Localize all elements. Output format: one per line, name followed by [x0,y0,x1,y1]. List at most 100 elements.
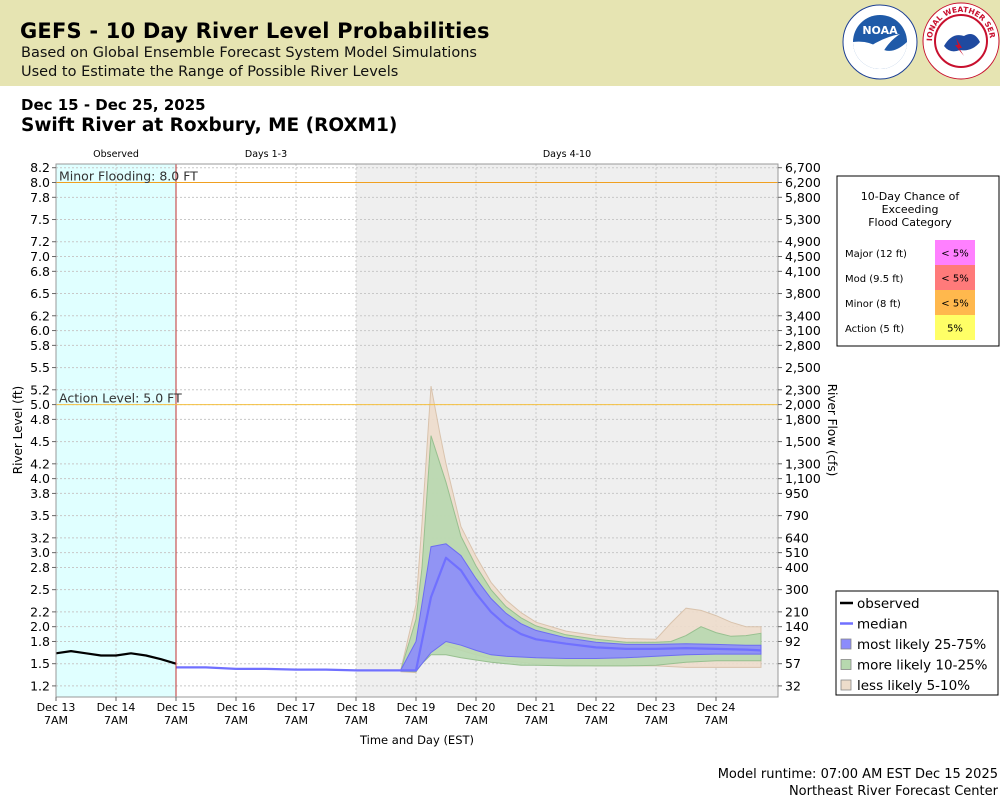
x-tick-day: Dec 23 [637,701,676,714]
flood-category-label: Action (5 ft) [845,324,904,335]
left-tick-label: 5.0 [30,397,50,412]
median-line [176,556,762,672]
left-tick-label: 2.8 [30,560,50,575]
left-tick-label: 6.8 [30,264,50,279]
legend-label: median [857,617,908,633]
legend-label: less likely 5-10% [857,678,970,694]
flood-chance-cell [935,290,975,315]
x-tick-time: 7AM [404,714,428,727]
x-tick-time: 7AM [524,714,548,727]
right-tick-label: 57 [785,656,801,671]
left-tick-label: 6.2 [30,308,50,323]
legend-swatch-box [840,659,852,670]
y-axis-title: River Level (ft) [11,386,25,474]
model-runtime: Model runtime: 07:00 AM EST Dec 15 2025 [717,767,998,782]
legend-label: most likely 25-75% [857,637,986,653]
left-tick-label: 6.0 [30,323,50,338]
header-banner: GEFS - 10 Day River Level Probabilities … [0,0,1000,86]
left-tick-label: 2.0 [30,619,50,634]
right-tick-label: 1,500 [785,434,821,449]
right-tick-label: 3,400 [785,308,821,323]
left-tick-label: 7.5 [30,212,50,227]
x-tick-time: 7AM [104,714,128,727]
right-tick-label: 6,700 [785,160,821,175]
legend: observed median most likely 25-75% more lik… [835,590,999,696]
left-tick-label: 1.5 [30,656,50,671]
x-tick-time: 7AM [224,714,248,727]
left-tick-label: 7.0 [30,249,50,264]
left-tick-label: 8.2 [30,160,50,175]
nws-logo: NATIONAL WEATHER SERVICE [922,2,1000,80]
right-tick-label: 1,800 [785,412,821,427]
right-tick-label: 2,500 [785,360,821,375]
legend-swatch-box [840,679,852,691]
right-tick-label: 3,100 [785,323,821,338]
right-tick-label: 1,300 [785,456,821,471]
x-tick-time: 7AM [644,714,668,727]
right-tick-label: 210 [785,604,809,619]
left-tick-label: 8.0 [30,175,50,190]
flood-category-label: Major (12 ft) [845,249,907,260]
threshold-lines: Minor Flooding: 8.0 FT Action Level: 5.0 … [56,164,778,697]
x-tick-time: 7AM [704,714,728,727]
flood-chance-value: < 5% [941,299,968,310]
plot-frame [55,163,779,698]
date-range: Dec 15 - Dec 25, 2025 [21,96,206,114]
noaa-logo-text: NOAA [862,24,898,37]
left-tick-label: 4.2 [30,456,50,471]
x-tick-day: Dec 17 [277,701,316,714]
legend-label: observed [857,596,920,612]
right-tick-label: 32 [785,678,801,693]
left-tick-label: 4.5 [30,434,50,449]
x-tick-day: Dec 24 [697,701,736,714]
right-tick-label: 3,800 [785,286,821,301]
plot-border [55,163,779,698]
threshold-label: Minor Flooding: 8.0 FT [59,169,198,184]
page-title: GEFS - 10 Day River Level Probabilities [20,19,490,43]
x-tick-time: 7AM [344,714,368,727]
forecast-center: Northeast River Forecast Center [788,784,998,799]
left-tick-label: 5.8 [30,338,50,353]
right-tick-label: 92 [785,634,801,649]
right-tick-label: 640 [785,530,809,545]
left-tick-label: 1.8 [30,634,50,649]
left-tick-label: 5.5 [30,360,50,375]
observed-line [55,649,177,665]
legend-swatch-box [840,638,852,650]
period-label: Days 4-10 [543,149,591,160]
flood-table-title: 10-Day Chance of [861,190,961,203]
noaa-logo: NOAA [842,4,918,80]
x-tick-time: 7AM [44,714,68,727]
right-tick-label: 5,800 [785,190,821,205]
subtitle-1: Based on Global Ensemble Forecast System… [21,45,477,61]
axes: Observed Days 1-3 Days 4-10 1.2 1.5 1.82.02.2… [11,149,839,747]
right-tick-label: 4,500 [785,249,821,264]
right-tick-label: 6,200 [785,175,821,190]
x-tick-time: 7AM [284,714,308,727]
right-tick-label: 4,900 [785,234,821,249]
left-tick-label: 3.2 [30,530,50,545]
x-axis-title: Time and Day (EST) [359,733,474,747]
right-tick-label: 400 [785,560,809,575]
left-tick-label: 4.8 [30,412,50,427]
right-tick-label: 790 [785,508,809,523]
x-tick-day: Dec 16 [217,701,256,714]
left-tick-label: 7.2 [30,234,50,249]
left-tick-label: 3.5 [30,508,50,523]
right-tick-label: 510 [785,545,809,560]
left-tick-label: 3.0 [30,545,50,560]
x-tick-day: Dec 18 [337,701,376,714]
flood-category-label: Mod (9.5 ft) [845,274,904,285]
x-tick-day: Dec 20 [457,701,496,714]
right-tick-label: 2,000 [785,397,821,412]
subtitle-2: Used to Estimate the Range of Possible R… [21,64,399,80]
period-label: Observed [93,149,139,160]
x-tick-time: 7AM [584,714,608,727]
left-tick-label: 5.2 [30,382,50,397]
flood-table-title: Flood Category [868,216,952,229]
left-tick-label: 3.8 [30,486,50,501]
flood-table-title: Exceeding [882,203,939,216]
right-tick-label: 4,100 [785,264,821,279]
